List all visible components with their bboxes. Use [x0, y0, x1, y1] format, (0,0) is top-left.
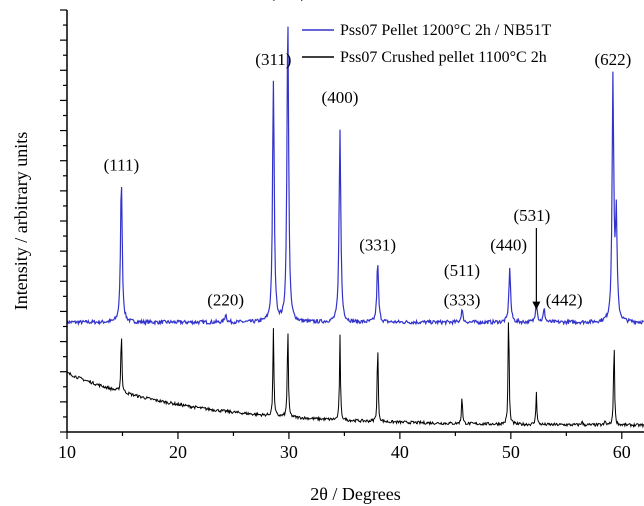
peak-label: (331)	[359, 236, 396, 255]
labels-layer: (111) (220) (311) (222) (400) (331) (511) (333)…	[104, 0, 632, 310]
x-tick-label: 30	[280, 442, 298, 462]
peak-label: (111)	[104, 155, 140, 174]
peak-label: (400)	[322, 88, 359, 107]
legend-label-1: Pss07 Pellet 1200°C 2h / NB51T	[340, 22, 552, 39]
peak-label: (333)	[444, 290, 481, 309]
axes-layer: 10 20 30 40 50 60 2θ / Degrees Intensity / arbi…	[11, 9, 644, 504]
x-tick-label: 50	[502, 442, 520, 462]
series-line-crushed-pellet	[66, 322, 644, 429]
x-tick-label: 60	[613, 442, 631, 462]
x-tick-label: 40	[391, 442, 409, 462]
annotation-arrow-head	[532, 301, 541, 310]
x-tick-label: 20	[169, 442, 187, 462]
peak-label: (511)	[444, 261, 480, 280]
legend: Pss07 Pellet 1200°C 2h / NB51T Pss07 Crus…	[302, 22, 552, 66]
peak-label: (440)	[490, 236, 527, 255]
series-layer	[66, 26, 644, 429]
x-axis-title: 2θ / Degrees	[310, 484, 401, 504]
series-line-pellet	[66, 26, 644, 327]
peak-label: (442)	[546, 290, 583, 309]
legend-label-2: Pss07 Crushed pellet 1100°C 2h	[340, 49, 547, 66]
peak-label: (311)	[255, 50, 291, 69]
x-tick-label: 10	[58, 442, 76, 462]
peak-label: (622)	[595, 50, 632, 69]
y-axis-title: Intensity / arbitrary units	[11, 132, 31, 310]
peak-label: (220)	[207, 290, 244, 309]
peak-label: (222)	[269, 0, 306, 1]
peak-label: (531)	[514, 206, 551, 225]
